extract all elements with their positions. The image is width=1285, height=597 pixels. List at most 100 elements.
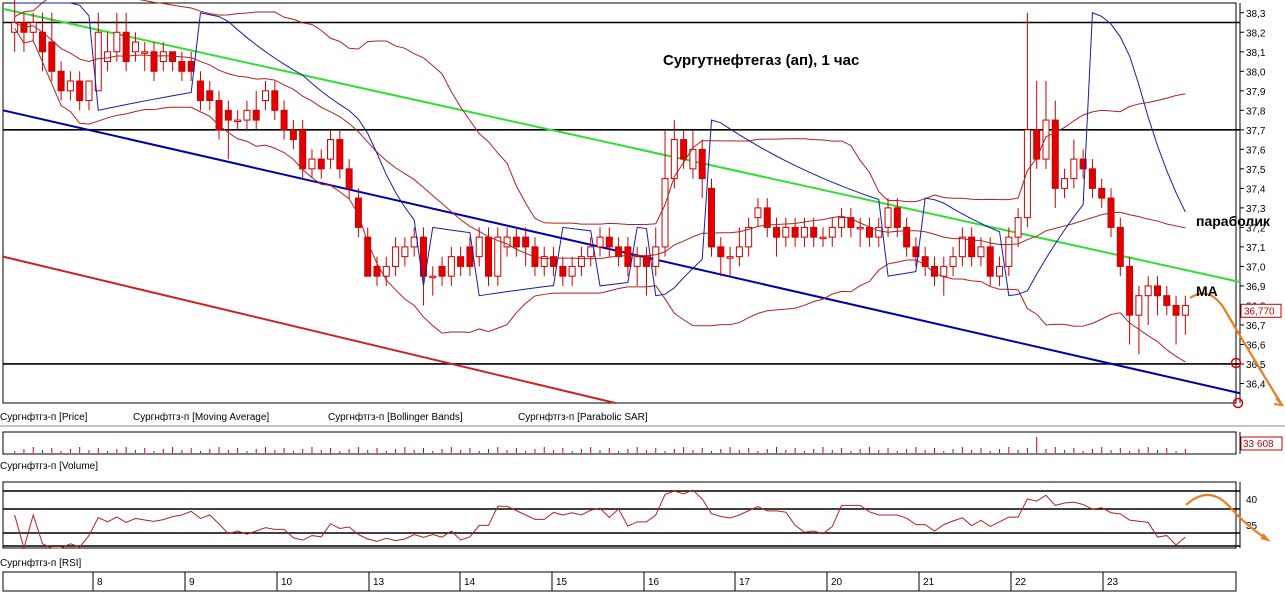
candle-body: [903, 226, 911, 248]
candle: [317, 149, 325, 179]
candle-body: [76, 80, 84, 102]
candle-body: [717, 246, 725, 258]
trendline: [2, 7, 1241, 284]
candle-body: [977, 246, 985, 258]
candle-body: [865, 226, 873, 238]
legend-rsi: Сургнфтгз-п [RSI]: [0, 557, 82, 569]
candle-body: [1126, 265, 1134, 316]
candle: [447, 246, 455, 286]
candle-body: [1153, 285, 1161, 297]
candle-body: [373, 265, 381, 277]
candle-body: [615, 246, 623, 258]
candle-body: [57, 70, 65, 92]
candle: [1014, 207, 1022, 247]
candle-body: [884, 207, 892, 228]
date-axis-frame: [2, 571, 1237, 592]
candle: [76, 71, 84, 111]
moving-average-line: [14, 22, 1186, 260]
candle-body: [1144, 285, 1152, 297]
candle: [1042, 81, 1050, 169]
candle: [48, 12, 56, 82]
candle: [1079, 149, 1087, 179]
candle: [159, 42, 167, 72]
price-tick-label: 37,6: [1246, 145, 1266, 156]
candle: [206, 81, 214, 111]
candle-body: [670, 139, 678, 180]
candle-body: [559, 265, 567, 277]
candle-body: [401, 246, 409, 258]
price-frame: [2, 2, 1237, 404]
candle-body: [234, 119, 242, 123]
rsi-tick-label: 35: [1246, 521, 1258, 532]
candle: [903, 217, 911, 257]
candle-body: [810, 226, 818, 238]
candle-body: [1079, 158, 1087, 170]
candle: [689, 129, 697, 179]
trendline: [2, 255, 616, 404]
candle: [494, 227, 502, 286]
candle-body: [587, 246, 595, 258]
candle: [122, 12, 130, 72]
date-tick-label: 22: [1015, 577, 1027, 588]
candle-body: [782, 226, 790, 238]
candle-body: [475, 236, 483, 258]
candle-body: [550, 256, 558, 267]
candle: [735, 227, 743, 267]
candle: [113, 12, 121, 62]
candle: [234, 110, 242, 130]
candle-body: [150, 51, 158, 72]
ma-forecast-arrow: [1189, 292, 1283, 406]
candle: [1033, 81, 1041, 169]
candle-body: [605, 236, 613, 248]
candle-body: [698, 148, 706, 180]
candle-body: [773, 226, 781, 238]
candle: [243, 100, 251, 130]
candle-body: [289, 129, 297, 141]
candle-body: [838, 217, 846, 228]
price-tick-label: 37,8: [1246, 106, 1266, 117]
candle-body: [1051, 119, 1059, 189]
candle-body: [48, 41, 56, 72]
price-panel: 38,3 38,2 38,1 38,0 37,9 37,8 37,7 37,6 37,5 37,4…: [0, 0, 1285, 427]
candle: [66, 71, 74, 101]
date-axis: 8 9 10 13 14 15 16 17 20 21 22 23: [2, 571, 1237, 592]
candle-body: [986, 246, 994, 277]
candle: [382, 256, 390, 286]
price-tick-label: 38,3: [1246, 9, 1266, 20]
candle: [782, 217, 790, 247]
candle-body: [336, 139, 344, 170]
candle-body: [1005, 236, 1013, 267]
candle-body: [1014, 217, 1022, 238]
rsi-line: [14, 489, 1186, 550]
candle: [661, 129, 669, 257]
date-tick-label: 13: [373, 577, 385, 588]
legend-volume: Сургнфтгз-п [Volume]: [0, 460, 98, 472]
candle-body: [1116, 226, 1124, 267]
candle-body: [392, 246, 400, 267]
candle: [1153, 276, 1161, 316]
candle: [401, 237, 409, 267]
candle-body: [196, 80, 204, 102]
arrowhead-icon: [1260, 533, 1271, 542]
candle-body: [447, 256, 455, 277]
date-tick-label: 20: [831, 577, 843, 588]
candle-body: [503, 236, 511, 248]
candle-body: [522, 236, 530, 248]
candle-body: [642, 256, 650, 267]
arrowhead-icon: [1273, 397, 1285, 407]
candle-body: [457, 256, 465, 267]
legend-price: Сургнфтгз-п [Price]: [0, 411, 88, 423]
candle: [568, 256, 576, 286]
candle: [633, 246, 641, 286]
candle: [763, 198, 771, 238]
candle-body: [262, 90, 270, 102]
candle: [327, 129, 335, 169]
candle: [345, 159, 353, 199]
candle: [419, 227, 427, 306]
candle-body: [1163, 295, 1171, 306]
candle-body: [206, 90, 214, 102]
candle-body: [410, 236, 418, 248]
rsi-tick-label: 40: [1246, 495, 1258, 506]
